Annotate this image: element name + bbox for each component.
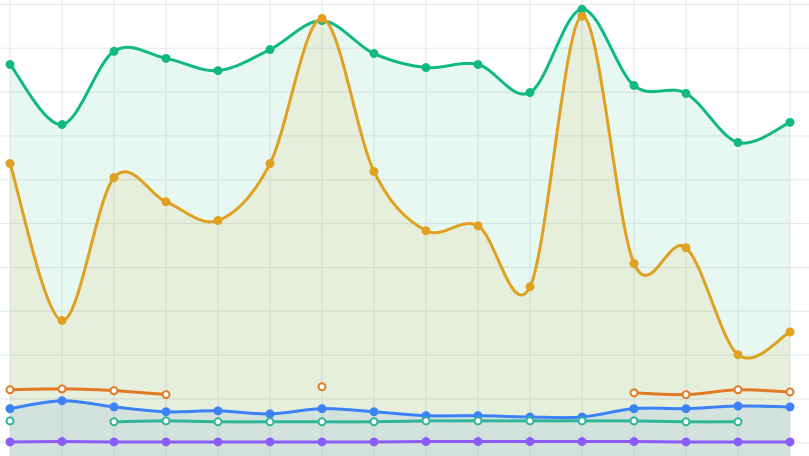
data-point [213, 406, 223, 416]
data-point [265, 409, 275, 419]
data-point [629, 437, 639, 447]
data-point [473, 221, 483, 231]
data-point [733, 138, 743, 147]
data-point [213, 216, 223, 226]
data-point [5, 159, 15, 169]
data-point [681, 88, 691, 98]
data-point [213, 437, 223, 447]
data-point [733, 385, 743, 395]
data-point [161, 197, 171, 207]
series-line [9, 387, 791, 397]
data-point [213, 66, 223, 76]
data-point [785, 402, 795, 412]
data-point [317, 437, 327, 447]
data-point [681, 243, 691, 253]
data-point [577, 437, 587, 447]
data-point [473, 59, 483, 69]
data-point [369, 407, 379, 417]
data-point [109, 402, 119, 412]
data-point [317, 404, 327, 414]
data-point [577, 4, 587, 14]
data-point [57, 437, 67, 447]
series-line [8, 14, 791, 360]
data-point [265, 417, 275, 427]
data-point [317, 417, 327, 427]
data-point [629, 416, 639, 426]
data-point [317, 13, 327, 23]
data-point [57, 120, 67, 130]
data-point [161, 390, 171, 400]
data-point [265, 159, 275, 169]
data-point [5, 416, 15, 426]
data-point [785, 387, 795, 397]
data-point [733, 417, 743, 427]
data-point [57, 384, 67, 394]
data-point [785, 437, 795, 447]
data-point [785, 117, 795, 127]
data-point [369, 48, 379, 58]
data-point [525, 437, 535, 447]
data-point [5, 385, 15, 395]
series-area [10, 16, 790, 456]
data-point [109, 173, 119, 183]
series-area [10, 9, 790, 456]
data-point [681, 437, 691, 447]
data-point [109, 46, 119, 56]
data-point [161, 416, 171, 426]
series-line [9, 399, 791, 420]
data-point [265, 437, 275, 447]
data-point [473, 416, 483, 426]
data-point [369, 437, 379, 447]
data-point [421, 63, 431, 73]
data-point [161, 407, 171, 417]
data-point [525, 416, 535, 426]
data-point [733, 350, 743, 360]
data-point [629, 404, 639, 414]
data-point [681, 417, 691, 427]
data-point [369, 417, 379, 427]
data-point [5, 59, 15, 69]
data-point [785, 327, 795, 337]
data-point [421, 437, 431, 447]
data-point [421, 226, 431, 236]
data-point [733, 401, 743, 411]
data-point [369, 166, 379, 176]
data-point [629, 388, 639, 398]
data-point [577, 11, 587, 21]
series-line [9, 439, 790, 444]
data-point [57, 396, 67, 406]
data-point [525, 88, 535, 98]
data-point [629, 81, 639, 90]
data-point [5, 404, 15, 414]
data-point [109, 437, 119, 447]
data-point [161, 53, 171, 63]
data-point [681, 404, 691, 414]
data-point [109, 417, 119, 427]
data-point [421, 416, 431, 426]
data-point [5, 437, 15, 447]
data-point [577, 416, 587, 426]
data-point [213, 417, 223, 427]
data-point [265, 45, 275, 55]
data-point [317, 382, 327, 392]
data-point [57, 316, 67, 326]
data-point [629, 259, 639, 269]
data-point [473, 437, 483, 447]
data-point [525, 282, 535, 292]
data-point [733, 437, 743, 447]
series-line [8, 7, 791, 145]
data-point [109, 386, 119, 396]
data-point [681, 390, 691, 400]
data-point [161, 437, 171, 447]
